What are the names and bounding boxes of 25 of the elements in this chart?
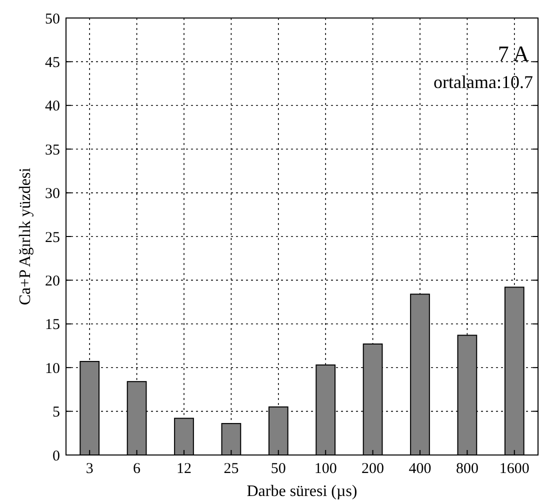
x-tick-label: 1600 [499, 461, 530, 477]
y-axis-title: Ca+P Ağırlık yüzdesi [17, 167, 34, 306]
x-tick-label: 800 [456, 461, 478, 477]
y-tick-label: 25 [45, 230, 60, 246]
y-tick-label: 40 [45, 98, 60, 115]
y-tick-label: 45 [45, 54, 60, 71]
x-tick-label: 100 [314, 461, 337, 477]
x-tick-label: 200 [362, 461, 384, 477]
x-tick-label: 3 [86, 461, 94, 477]
y-tick-label: 0 [52, 448, 60, 464]
y-tick-label: 5 [52, 404, 60, 421]
annotation: 7 A [498, 41, 530, 66]
y-tick-label: 20 [45, 273, 60, 290]
x-axis-title: Darbe süresi (µs) [246, 483, 358, 500]
y-tick-label: 15 [45, 317, 60, 334]
x-tick-label: 50 [270, 461, 286, 477]
x-tick-label: 12 [176, 461, 192, 477]
x-tick-label: 6 [133, 461, 142, 477]
x-tick-label: 25 [224, 461, 239, 477]
y-tick-label: 35 [45, 142, 60, 158]
y-tick-label: 50 [45, 11, 60, 28]
y-tick-label: 10 [45, 360, 60, 377]
annotation: ortalama:10.7 [434, 72, 533, 92]
y-tick-label: 30 [45, 186, 60, 202]
x-tick-label: 400 [408, 461, 432, 477]
